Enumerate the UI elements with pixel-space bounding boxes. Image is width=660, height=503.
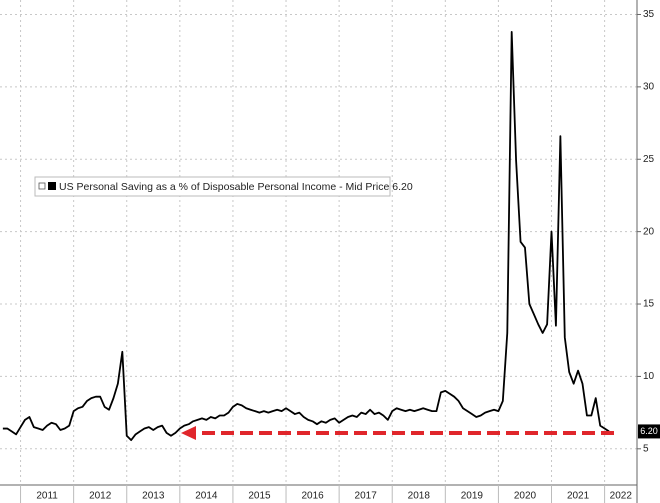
series-line	[2, 30, 610, 442]
y-tick-label: 5	[643, 443, 649, 454]
y-tick-label: 35	[643, 9, 655, 20]
x-tick-label: 2015	[248, 491, 271, 502]
legend: US Personal Saving as a % of Disposable …	[34, 176, 413, 197]
y-tick-label: 20	[643, 226, 655, 237]
y-tick-label: 15	[643, 299, 655, 310]
y-tick-label: 25	[643, 154, 655, 165]
price-tag: 6.20	[638, 424, 660, 439]
legend-toggle[interactable]	[38, 182, 46, 190]
marks-layer	[2, 30, 610, 442]
legend-box	[34, 176, 391, 197]
x-tick-label: 2021	[567, 491, 590, 502]
x-tick-label: 2020	[514, 491, 537, 502]
legend-label: US Personal Saving as a % of Disposable …	[59, 181, 413, 193]
x-tick-label: 2022	[610, 491, 633, 502]
price-tag-label: 6.20	[640, 426, 658, 436]
arrow-annotation	[181, 426, 614, 440]
arrow-head	[181, 426, 196, 440]
x-tick-label: 2012	[89, 491, 112, 502]
legend-swatch	[48, 182, 56, 190]
grid-layer	[0, 0, 637, 485]
x-tick-label: 2017	[355, 491, 378, 502]
y-tick-label: 10	[643, 371, 655, 382]
x-tick-label: 2011	[36, 491, 58, 502]
y-tick-label: 30	[643, 82, 655, 93]
x-tick-label: 2019	[461, 491, 484, 502]
x-tick-label: 2018	[408, 491, 431, 502]
x-tick-label: 2014	[195, 491, 218, 502]
x-tick-label: 2013	[142, 491, 165, 502]
x-tick-label: 2016	[301, 491, 324, 502]
price-tag-box	[638, 424, 660, 439]
